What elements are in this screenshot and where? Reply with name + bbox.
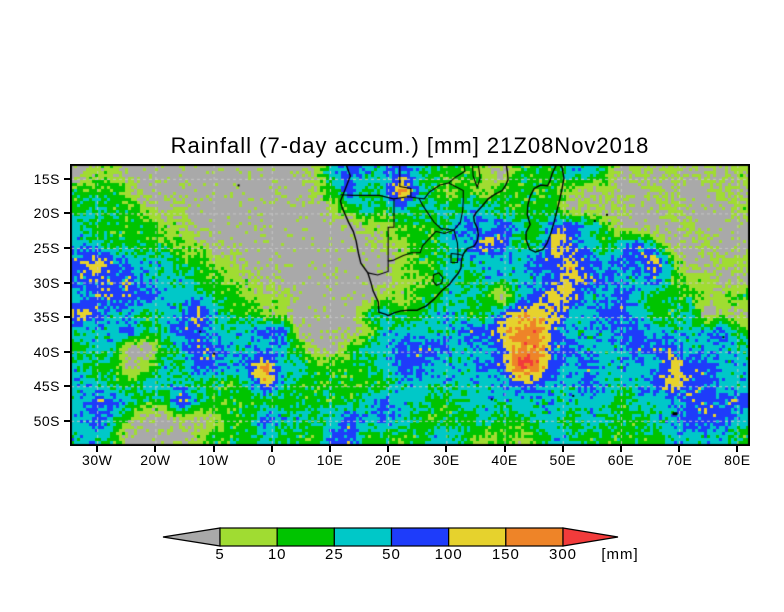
x-tick	[678, 446, 681, 452]
y-tick	[64, 316, 70, 319]
x-tick	[387, 446, 390, 452]
x-tick	[328, 446, 331, 452]
y-tick-label: 25S	[33, 239, 60, 256]
y-tick	[64, 419, 70, 422]
colorbar-box	[448, 527, 507, 547]
rainfall-map-canvas	[70, 164, 750, 446]
colorbar-arrow-low	[162, 527, 221, 547]
colorbar-box	[219, 527, 278, 547]
colorbar-threshold-label: 25	[324, 546, 344, 563]
x-tick-label: 20W	[140, 452, 171, 468]
x-tick	[212, 446, 215, 452]
x-tick-label: 30E	[433, 452, 460, 468]
x-tick-label: 20E	[374, 452, 402, 468]
x-tick-label: 30W	[82, 452, 113, 468]
x-tick	[96, 446, 99, 452]
y-tick-label: 20S	[33, 205, 60, 222]
x-tick-label: 80E	[724, 452, 751, 468]
x-tick	[154, 446, 157, 452]
x-tick-label: 40E	[491, 452, 518, 468]
colorbar-threshold-label: 50	[382, 546, 401, 563]
x-tick-label: 0	[267, 452, 276, 468]
x-tick	[561, 446, 564, 452]
y-tick	[64, 385, 70, 388]
y-tick	[64, 281, 70, 284]
y-tick-label: 30S	[33, 274, 60, 291]
y-tick-label: 50S	[33, 412, 60, 429]
x-tick	[270, 446, 273, 452]
x-tick-label: 60E	[607, 452, 635, 468]
y-tick-label: 40S	[33, 343, 60, 360]
x-tick-label: 50E	[549, 452, 576, 468]
colorbar-threshold-label: 10	[267, 546, 287, 563]
colorbar-threshold-label: 5	[215, 546, 225, 563]
colorbar-threshold-label: 300	[548, 546, 578, 563]
x-tick	[619, 446, 622, 452]
y-tick-label: 35S	[33, 309, 60, 326]
x-tick-label: 70E	[665, 452, 693, 468]
y-tick-label: 15S	[33, 170, 60, 187]
y-tick-label: 45S	[33, 378, 60, 395]
y-tick	[64, 246, 70, 249]
y-tick	[64, 177, 70, 180]
x-tick	[736, 446, 739, 452]
colorbar-threshold-label: 100	[434, 546, 463, 563]
x-tick	[503, 446, 506, 452]
colorbar	[162, 527, 619, 547]
y-tick	[64, 350, 70, 353]
y-tick	[64, 212, 70, 215]
colorbar-arrow-high	[562, 527, 619, 547]
colorbar-box	[333, 527, 393, 547]
colorbar-box	[505, 527, 564, 547]
colorbar-box	[276, 527, 335, 547]
colorbar-unit-label: [mm]	[601, 546, 639, 563]
colorbar-threshold-label: 150	[491, 546, 520, 563]
x-tick	[445, 446, 448, 452]
colorbar-box	[390, 527, 450, 547]
chart-title: Rainfall (7-day accum.) [mm] 21Z08Nov201…	[170, 133, 650, 158]
x-tick-label: 10E	[316, 452, 344, 468]
x-tick-label: 10W	[198, 452, 229, 468]
